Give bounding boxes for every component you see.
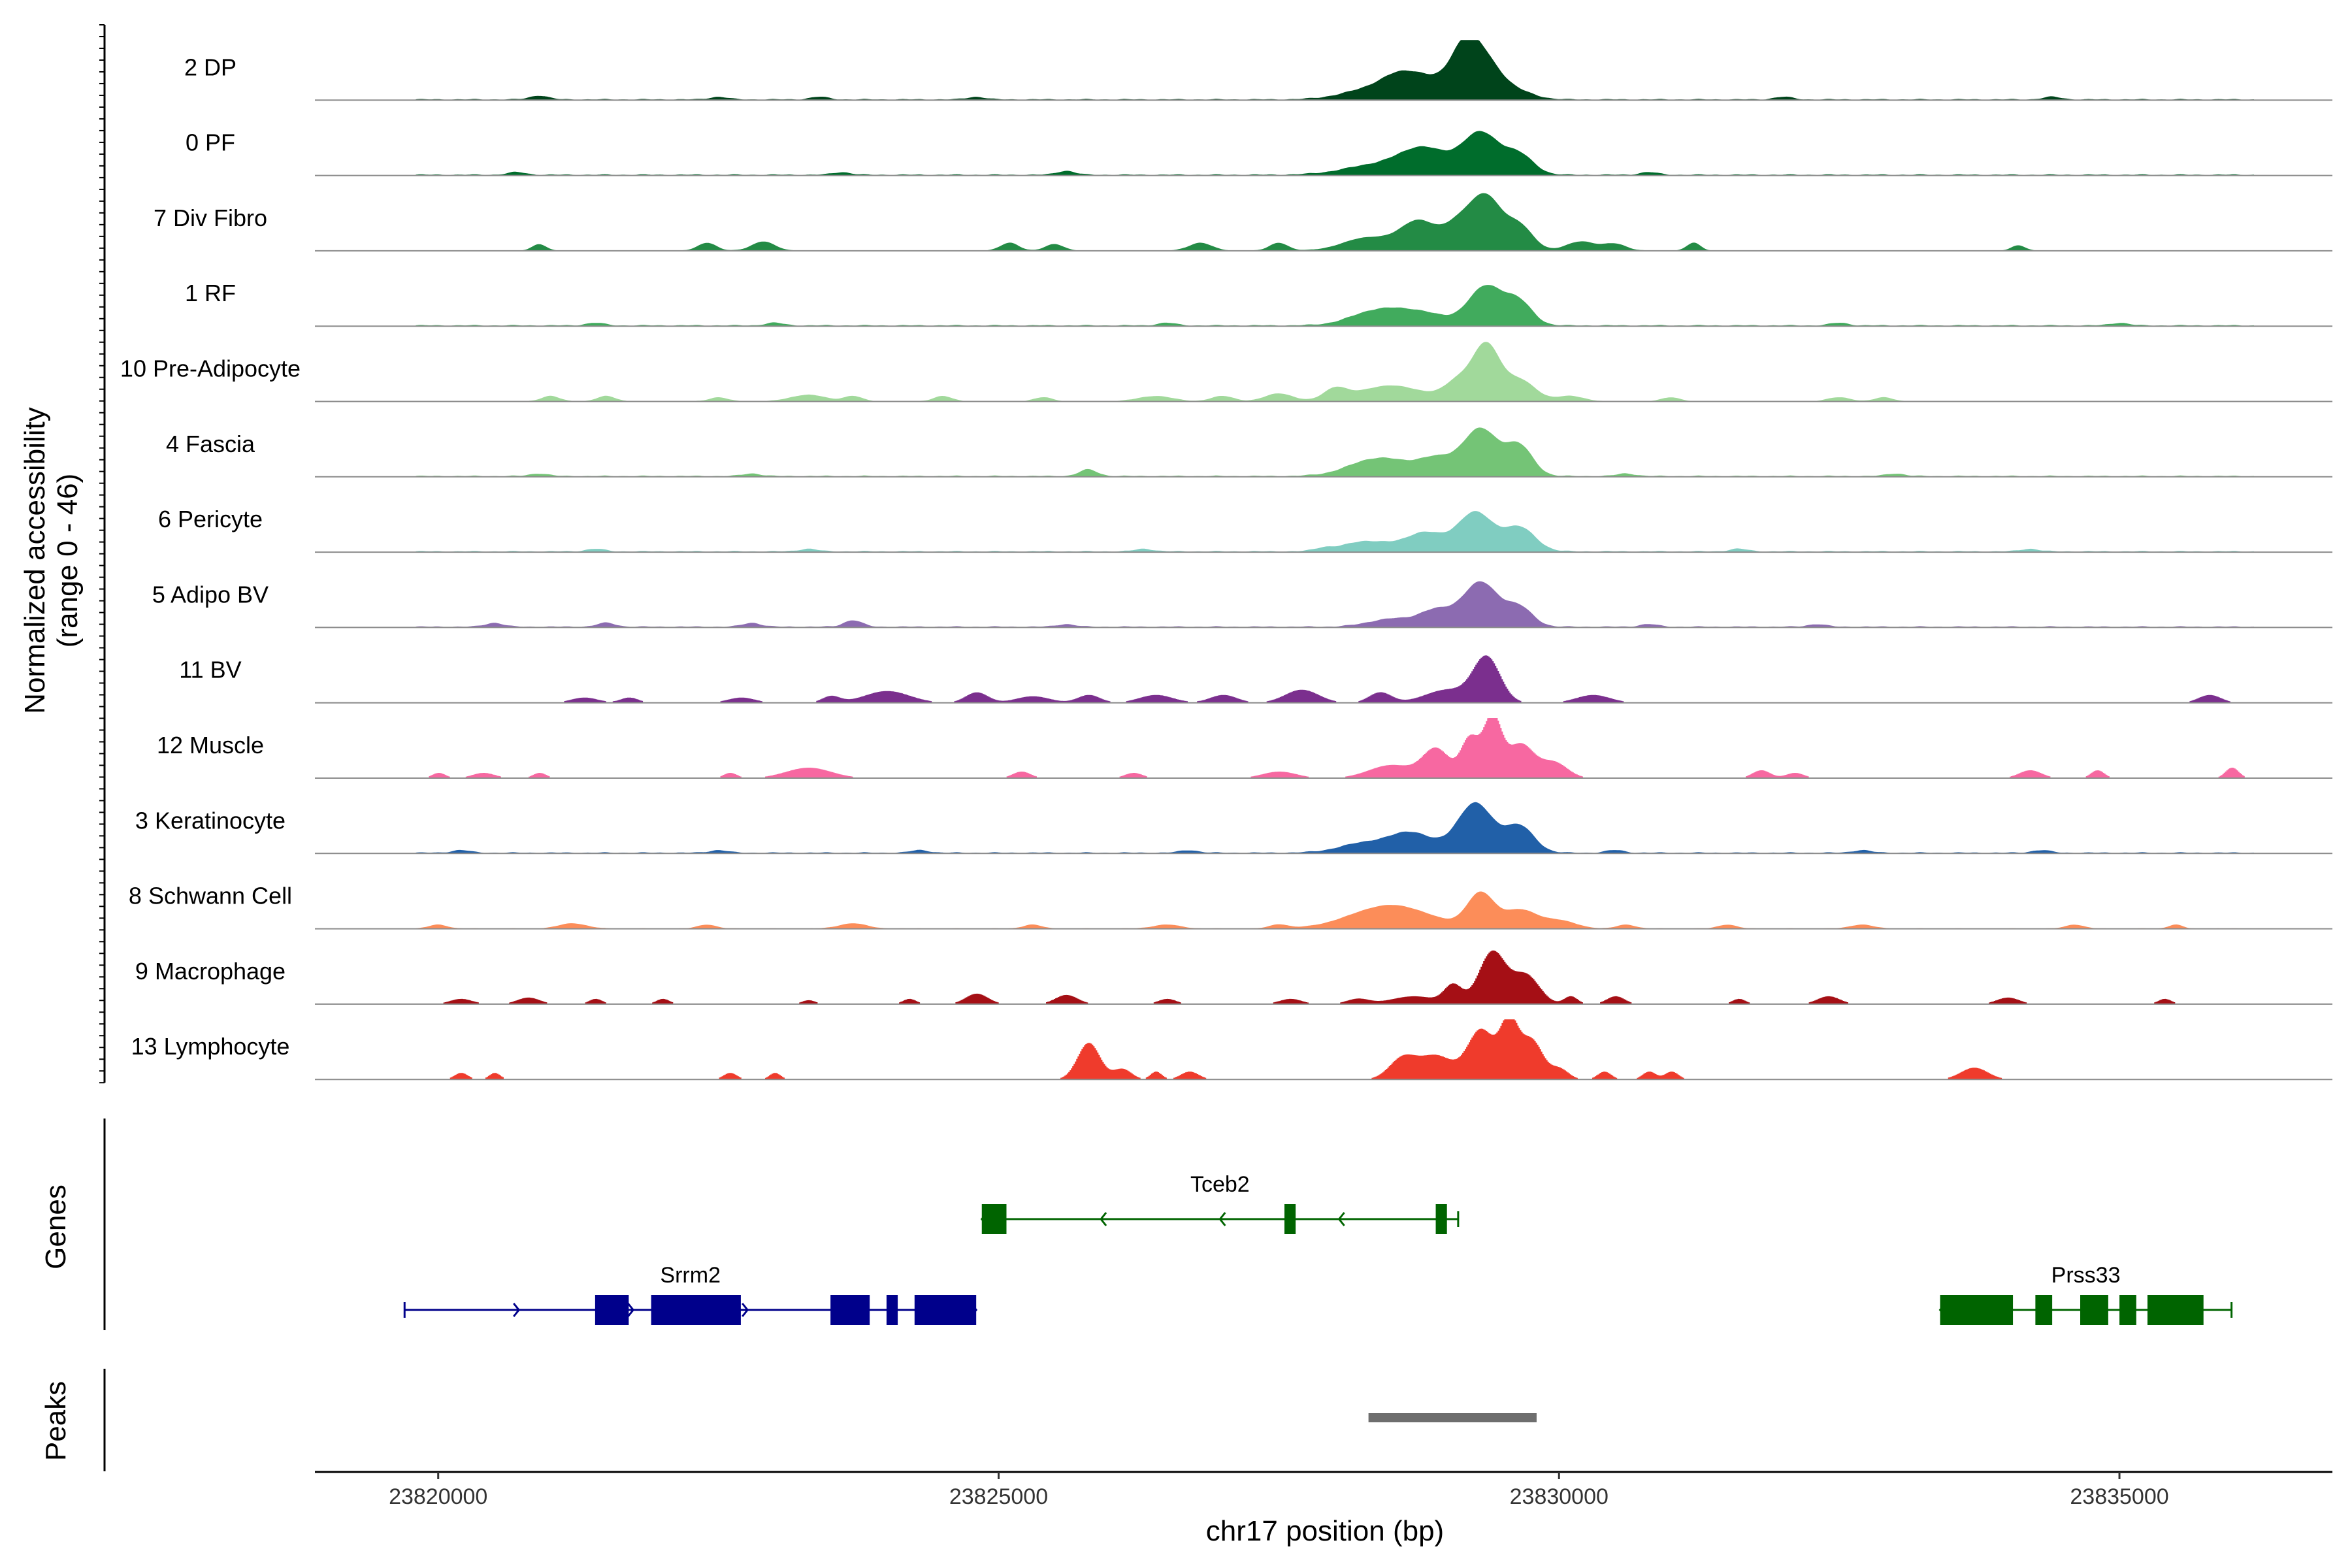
strand-arrow <box>1218 1212 1226 1226</box>
y-axis-range-title: (range 0 - 46) <box>52 474 84 648</box>
x-tick-label: 23835000 <box>2070 1484 2168 1509</box>
track-label: 9 Macrophage <box>135 958 286 985</box>
coverage-area <box>416 40 2254 101</box>
track-label: 8 Schwann Cell <box>129 883 292 909</box>
track-label: 1 RF <box>185 280 236 306</box>
track-6-pericyte: 6 Pericyte <box>158 506 2332 553</box>
gene-exon <box>651 1295 741 1325</box>
peaks-panel <box>103 1369 1537 1471</box>
track-label: 4 Fascia <box>166 431 255 457</box>
genes-panel-title: Genes <box>40 1184 72 1269</box>
gene-exon <box>981 1204 1007 1234</box>
gene-exon <box>830 1295 870 1325</box>
coverage-area <box>416 1019 2254 1080</box>
track-label: 5 Adipo BV <box>152 581 269 608</box>
coverage-area <box>416 193 2254 251</box>
track-11-bv: 11 BV <box>179 655 2332 704</box>
strand-arrow <box>1100 1212 1107 1226</box>
gene-prss33: Prss33 <box>1938 1263 2233 1325</box>
track-label: 7 Div Fibro <box>154 204 267 231</box>
x-tick-label: 23820000 <box>389 1484 487 1509</box>
gene-exon <box>2147 1295 2204 1325</box>
track-7-div-fibro: 7 Div Fibro <box>154 193 2332 252</box>
track-10-pre-adipocyte: 10 Pre-Adipocyte <box>120 342 2332 402</box>
track-label: 0 PF <box>186 129 235 156</box>
track-12-muscle: 12 Muscle <box>157 718 2332 779</box>
track-8-schwann-cell: 8 Schwann Cell <box>129 883 2332 930</box>
track-13-lymphocyte: 13 Lymphocyte <box>131 1019 2332 1081</box>
gene-exon <box>1284 1204 1296 1234</box>
coverage-area <box>416 581 2254 628</box>
track-2-dp: 2 DP <box>184 40 2332 101</box>
coverage-area <box>416 131 2254 176</box>
strand-arrow <box>1337 1212 1345 1226</box>
gene-srrm2: Srrm2 <box>403 1263 978 1325</box>
gene-exon <box>2035 1295 2053 1325</box>
strand-arrow <box>742 1303 749 1317</box>
coverage-area <box>416 511 2254 553</box>
gene-label: Srrm2 <box>660 1263 721 1288</box>
track-3-keratinocyte: 3 Keratinocyte <box>135 802 2332 855</box>
peak-region <box>1368 1413 1537 1422</box>
y-axis-title: Normalized accessibility <box>19 407 51 713</box>
gene-label: Tceb2 <box>1190 1172 1250 1197</box>
track-label: 12 Muscle <box>157 732 264 759</box>
x-tick-label: 23825000 <box>949 1484 1048 1509</box>
coverage-area <box>416 342 2254 402</box>
track-0-pf: 0 PF <box>186 129 2332 176</box>
track-label: 6 Pericyte <box>158 506 263 532</box>
coverage-area <box>416 950 2254 1004</box>
x-tick-label: 23830000 <box>1510 1484 1609 1509</box>
track-1-rf: 1 RF <box>185 280 2332 327</box>
gene-tceb2: Tceb2 <box>980 1172 1460 1234</box>
strand-arrow <box>627 1303 635 1317</box>
track-4-fascia: 4 Fascia <box>166 427 2332 478</box>
coverage-area <box>416 891 2254 929</box>
gene-exon <box>886 1295 898 1325</box>
strand-arrow <box>513 1303 521 1317</box>
track-label: 3 Keratinocyte <box>135 807 286 834</box>
track-label: 2 DP <box>184 54 237 80</box>
coverage-area <box>416 655 2254 703</box>
track-label: 13 Lymphocyte <box>131 1033 290 1060</box>
gene-exon <box>1940 1295 2014 1325</box>
gene-exon <box>1435 1204 1447 1234</box>
track-label: 11 BV <box>179 657 241 683</box>
gene-annotation-panel: Tceb2 Srrm2 Prss33 <box>103 1119 2233 1330</box>
peaks-panel-title: Peaks <box>40 1381 72 1461</box>
x-axis: 23820000 23825000 23830000 23835000 <box>315 1471 2332 1509</box>
gene-exon <box>595 1295 629 1325</box>
coverage-tracks: 2 DP 0 PF 7 Div Fibro 1 RF 10 Pre-Adipocyte 4… <box>99 24 2332 1084</box>
gene-exon <box>2119 1295 2136 1325</box>
gene-label: Prss33 <box>2051 1263 2121 1288</box>
track-5-adipo-bv: 5 Adipo BV <box>152 581 2332 629</box>
gene-exon <box>2080 1295 2108 1325</box>
track-9-macrophage: 9 Macrophage <box>135 950 2332 1005</box>
coverage-area <box>416 285 2254 327</box>
coverage-area <box>416 427 2254 477</box>
track-label: 10 Pre-Adipocyte <box>120 355 301 382</box>
coverage-area <box>416 802 2254 854</box>
x-axis-title: chr17 position (bp) <box>1206 1515 1444 1547</box>
coverage-area <box>416 718 2254 778</box>
gene-exon <box>914 1295 977 1325</box>
